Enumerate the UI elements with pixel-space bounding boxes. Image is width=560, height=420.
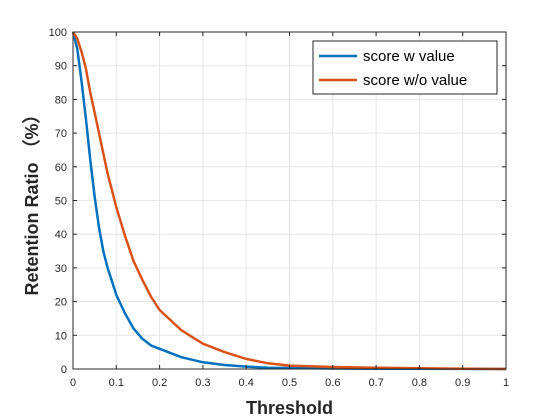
tick-layer: 0 0.1 0.2 0.3 0.4 0.5 0.6 0.7 0.8 0.9 101020304050… xyxy=(49,27,509,389)
y-tick-label: 60 xyxy=(55,162,67,174)
y-tick-label: 0 xyxy=(61,364,67,376)
series-layer xyxy=(71,31,507,371)
y-tick-label: 30 xyxy=(55,263,67,275)
y-axis-title: Retention Ratio （%） xyxy=(22,105,42,295)
x-tick-label: 0.2 xyxy=(152,377,167,389)
x-tick-label: 0 xyxy=(70,377,76,389)
series-line-score-w-value xyxy=(71,31,507,371)
x-axis-title: Threshold xyxy=(246,398,333,418)
x-tick-label: 0.1 xyxy=(109,377,124,389)
x-tick-label: 0.5 xyxy=(282,377,297,389)
x-tick-label: 0.9 xyxy=(455,377,470,389)
x-tick-label: 0.3 xyxy=(195,377,210,389)
y-tick-label: 80 xyxy=(55,94,67,106)
y-tick-label: 90 xyxy=(55,61,67,73)
legend: score w value score w/o value xyxy=(312,40,498,95)
y-tick-label: 40 xyxy=(55,229,67,241)
x-tick-label: 0.6 xyxy=(325,377,340,389)
legend-label-score-w-value: score w value xyxy=(363,48,455,65)
x-tick-label: 1 xyxy=(503,377,509,389)
legend-label-score-wo-value: score w/o value xyxy=(363,72,467,89)
x-tick-label: 0.7 xyxy=(368,377,383,389)
series-line-score-wo-value xyxy=(71,31,507,371)
y-tick-label: 20 xyxy=(55,297,67,309)
y-tick-label: 100 xyxy=(49,27,67,39)
x-tick-label: 0.4 xyxy=(239,377,254,389)
y-tick-label: 70 xyxy=(55,128,67,140)
x-tick-label: 0.8 xyxy=(412,377,427,389)
legend-box xyxy=(312,40,498,95)
y-tick-label: 10 xyxy=(55,330,67,342)
y-tick-label: 50 xyxy=(55,196,67,208)
